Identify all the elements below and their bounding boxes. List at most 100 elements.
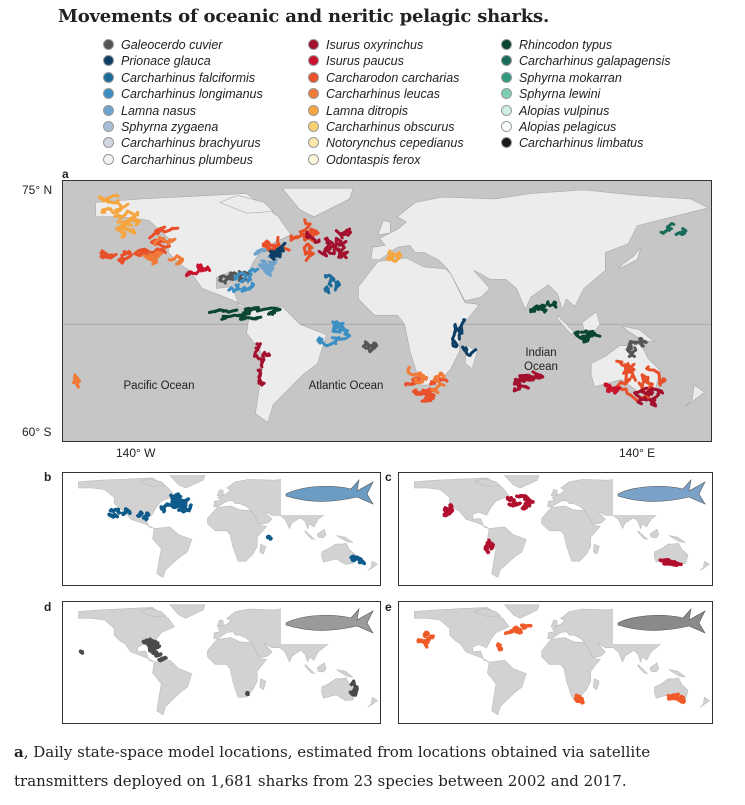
land xyxy=(169,604,206,619)
legend-swatch xyxy=(103,55,114,67)
track xyxy=(227,271,238,281)
panel-label: a xyxy=(62,167,69,181)
map-panel xyxy=(62,472,381,586)
frame xyxy=(398,601,713,724)
track xyxy=(245,690,250,697)
track xyxy=(421,388,436,396)
land xyxy=(413,607,510,663)
track xyxy=(141,515,149,522)
land xyxy=(592,678,600,691)
track xyxy=(302,242,315,262)
land xyxy=(321,542,356,565)
track xyxy=(385,254,395,263)
land xyxy=(550,489,558,497)
track xyxy=(413,374,429,385)
legend-swatch xyxy=(103,71,114,83)
legend-label: Alopias vulpinus xyxy=(519,103,610,118)
map-main xyxy=(62,180,712,442)
shark-icon xyxy=(285,479,374,505)
track xyxy=(239,315,263,321)
figure-title: Movements of oceanic and neritic pelagic… xyxy=(58,6,550,27)
track xyxy=(575,697,583,704)
track xyxy=(411,388,425,396)
track xyxy=(169,493,179,506)
track xyxy=(648,392,660,408)
track xyxy=(144,511,151,518)
track xyxy=(152,639,160,646)
lat-label: 75° N xyxy=(22,183,53,197)
legend-swatch xyxy=(103,104,114,116)
track xyxy=(461,345,478,357)
caption-text: , Daily state-space model locations, est… xyxy=(14,743,651,790)
track xyxy=(170,501,188,510)
track xyxy=(512,384,530,393)
land xyxy=(503,604,540,619)
land xyxy=(316,662,327,673)
land xyxy=(637,530,648,540)
lon-label: 140° E xyxy=(619,446,656,460)
land xyxy=(316,528,327,539)
track xyxy=(115,224,127,239)
track xyxy=(246,267,260,284)
track xyxy=(305,227,320,238)
land xyxy=(592,543,600,555)
land xyxy=(637,663,649,675)
track xyxy=(497,646,504,652)
track xyxy=(483,543,491,555)
map-panel xyxy=(398,601,713,724)
land xyxy=(207,505,268,562)
track xyxy=(450,322,459,349)
track xyxy=(133,247,160,258)
track xyxy=(354,556,366,566)
legend-label: Alopias pelagicus xyxy=(519,120,617,134)
track xyxy=(259,350,272,369)
track xyxy=(78,649,85,655)
track xyxy=(455,318,467,341)
land xyxy=(216,619,224,628)
track xyxy=(136,510,144,519)
track xyxy=(72,373,81,388)
legend-swatch xyxy=(308,71,319,83)
track xyxy=(334,227,353,240)
land xyxy=(259,678,267,691)
legend-label: Sphyrna lewini xyxy=(519,87,601,102)
track xyxy=(659,222,676,235)
track xyxy=(113,209,140,221)
track xyxy=(241,306,261,316)
land xyxy=(138,607,167,617)
track xyxy=(626,340,640,351)
land xyxy=(684,384,706,407)
track xyxy=(432,371,446,383)
frame xyxy=(62,180,712,442)
track xyxy=(638,336,648,348)
map-panel xyxy=(62,601,381,724)
track xyxy=(142,253,159,266)
land xyxy=(370,189,710,311)
legend-swatch xyxy=(501,71,512,83)
land xyxy=(618,247,642,270)
land xyxy=(304,663,316,675)
legend-label: Carcharhinus leucas xyxy=(326,87,440,102)
land xyxy=(581,311,601,332)
track xyxy=(442,506,451,513)
land xyxy=(473,478,502,487)
legend-label: Sphyrna zygaena xyxy=(121,120,219,134)
legend-label: Carcharhinus plumbeus xyxy=(121,152,254,167)
land xyxy=(152,526,193,578)
track xyxy=(265,534,273,541)
land xyxy=(473,607,501,617)
legend-swatch xyxy=(501,39,512,50)
track xyxy=(430,382,446,395)
legend-label: Lamna ditropis xyxy=(326,103,408,118)
land xyxy=(78,477,175,529)
legend-label: Isurus paucus xyxy=(326,54,404,69)
track xyxy=(100,202,130,215)
legend-swatch xyxy=(308,153,319,165)
land xyxy=(649,528,660,539)
legend-swatch xyxy=(308,104,319,116)
land xyxy=(541,637,601,698)
frame xyxy=(62,601,381,724)
track xyxy=(97,193,123,208)
track xyxy=(316,336,338,348)
legend-swatch xyxy=(501,55,512,67)
